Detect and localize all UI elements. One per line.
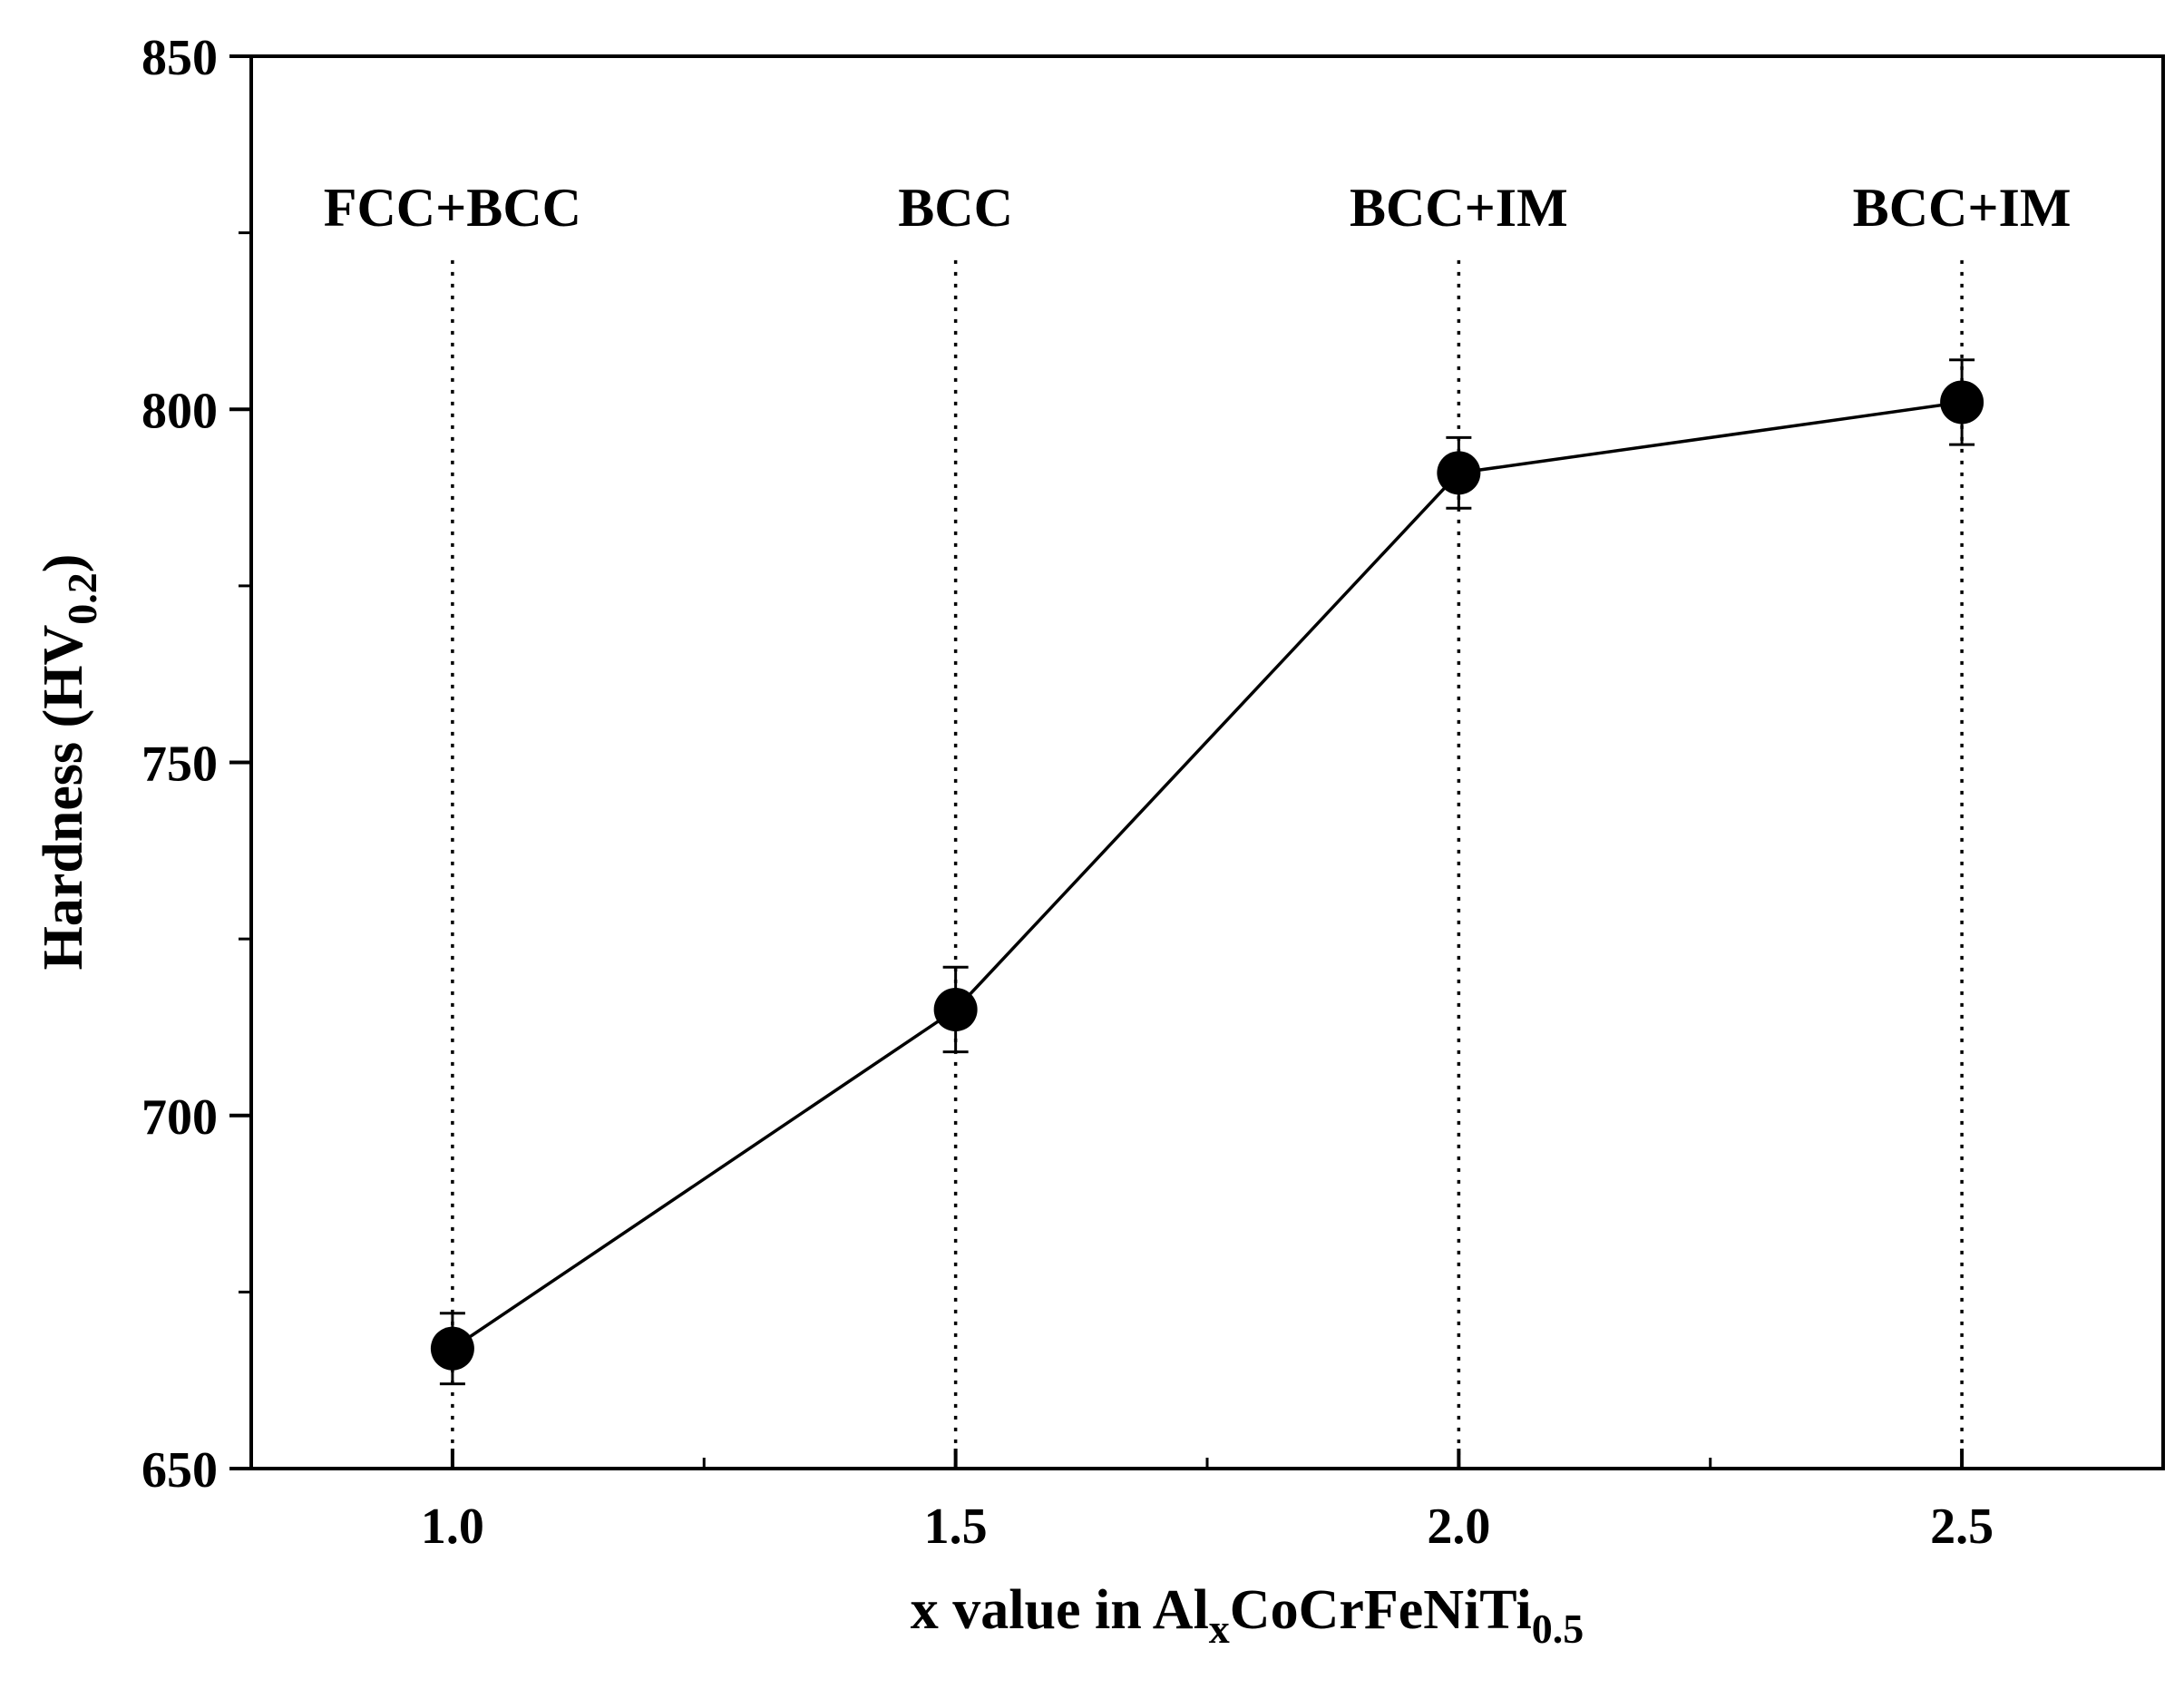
phase-label: BCC+IM xyxy=(1853,178,2072,238)
data-point xyxy=(933,987,978,1031)
y-axis-title-sub: 0.2 xyxy=(59,572,105,625)
y-axis-title-main: Hardness (HV xyxy=(33,625,94,971)
phase-lines xyxy=(451,259,1964,1469)
phase-labels: FCC+BCC BCC BCC+IM BCC+IM xyxy=(324,178,2072,238)
y-tick-label: 850 xyxy=(141,30,218,86)
minor-ticks xyxy=(239,231,1712,1469)
y-axis-title: Hardness (HV0.2) xyxy=(33,554,105,971)
phase-label: FCC+BCC xyxy=(324,178,581,238)
y-tick-label: 750 xyxy=(141,737,218,793)
y-tick-label: 700 xyxy=(141,1089,218,1146)
x-axis-title-mid: CoCrFeNiTi xyxy=(1230,1579,1532,1641)
x-axis-title-sub2: 0.5 xyxy=(1532,1606,1584,1652)
x-tick-label: 2.5 xyxy=(1930,1499,1994,1555)
y-tick-label: 800 xyxy=(141,383,218,439)
data-point xyxy=(1437,451,1481,495)
major-ticks xyxy=(229,54,1965,1470)
y-axis-title-end: ) xyxy=(33,554,94,573)
series-layer xyxy=(430,358,1984,1386)
x-tick-label: 1.5 xyxy=(924,1499,988,1555)
x-tick-label: 1.0 xyxy=(421,1499,484,1555)
x-tick-label: 2.0 xyxy=(1427,1499,1490,1555)
phase-label: BCC xyxy=(898,178,1013,238)
x-axis-title-sub1: x xyxy=(1209,1606,1230,1652)
phase-label: BCC+IM xyxy=(1350,178,1568,238)
data-series-line xyxy=(451,400,1963,1351)
x-axis-title: x value in AlxCoCrFeNiTi0.5 xyxy=(911,1579,1584,1652)
tick-labels: 1.0 1.5 2.0 2.5 650 700 750 800 850 xyxy=(141,30,1994,1555)
plot-frame xyxy=(249,54,2165,1470)
x-axis-title-main: x value in Al xyxy=(911,1579,1209,1641)
data-point xyxy=(430,1326,474,1371)
data-point xyxy=(1940,380,1984,425)
y-tick-label: 650 xyxy=(141,1442,218,1499)
